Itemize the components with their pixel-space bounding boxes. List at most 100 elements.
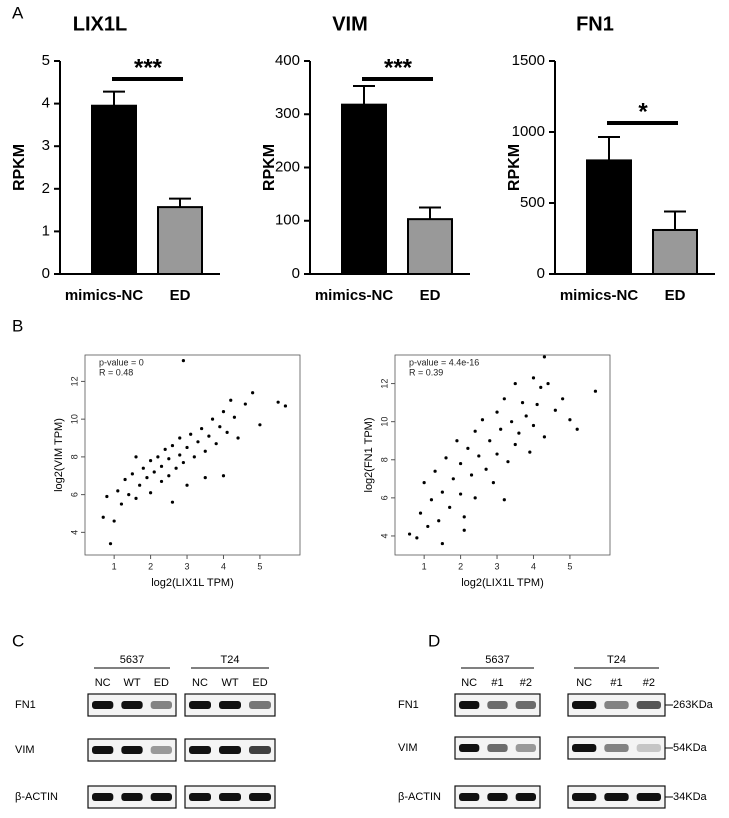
annotation: R = 0.39 (409, 367, 443, 377)
point (181, 359, 185, 363)
y-axis-label: RPKM (261, 144, 278, 191)
point (229, 398, 233, 402)
point (134, 455, 138, 459)
annotation: p-value = 0 (99, 357, 144, 367)
point (575, 427, 579, 431)
y-tick-label: 2 (42, 180, 50, 197)
point (502, 498, 506, 502)
lane-label: #1 (491, 677, 503, 689)
lane-label: #1 (610, 677, 622, 689)
y-tick-label: 0 (42, 265, 50, 282)
point (130, 472, 134, 476)
x-tick-label: mimics-NC (65, 287, 144, 304)
band (92, 746, 114, 754)
y-tick-label: 5 (42, 52, 50, 69)
y-tick-label: 12 (379, 379, 389, 389)
y-tick-label: 300 (275, 105, 300, 122)
band (219, 793, 241, 801)
y-tick-label: 0 (537, 265, 545, 282)
point (488, 439, 492, 443)
y-tick-label: 0 (292, 265, 300, 282)
point (546, 381, 550, 386)
plot-frame (394, 354, 611, 556)
row-label: β-ACTIN (398, 791, 441, 803)
significance: * (638, 98, 648, 125)
band (249, 701, 271, 709)
band (92, 701, 114, 709)
point (418, 511, 423, 515)
band (604, 793, 629, 801)
point (170, 443, 175, 448)
point (138, 483, 142, 487)
x-tick-label: 5 (567, 561, 572, 571)
x-tick-label: mimics-NC (315, 287, 394, 304)
point (499, 427, 503, 431)
band (459, 793, 480, 801)
point (167, 474, 171, 478)
y-axis-label: RPKM (11, 144, 28, 191)
point (243, 402, 247, 406)
point (119, 502, 124, 506)
point (218, 425, 222, 429)
point (561, 397, 565, 401)
annotation: p-value = 4.4e-16 (409, 357, 479, 367)
band (487, 793, 508, 801)
y-tick-label: 8 (379, 457, 389, 462)
point (469, 473, 474, 477)
row-label: β-ACTIN (15, 791, 58, 803)
point (189, 432, 193, 436)
point (502, 397, 506, 401)
y-tick-label: 10 (69, 414, 79, 424)
point (152, 470, 156, 474)
panel-label: A (12, 3, 24, 22)
point (200, 426, 204, 431)
bar (407, 218, 453, 275)
row-label: VIM (15, 744, 35, 756)
panel-label: B (12, 316, 23, 335)
point (185, 483, 189, 487)
y-tick-label: 1 (42, 222, 50, 239)
band (572, 793, 597, 801)
point (276, 400, 280, 404)
group-label: T24 (221, 654, 240, 666)
point (116, 489, 120, 493)
y-tick-label: 12 (69, 376, 79, 386)
lane-label: NC (95, 677, 111, 689)
y-tick-label: 500 (520, 194, 545, 211)
point (123, 477, 127, 482)
band (121, 793, 143, 801)
point (466, 446, 470, 450)
point (484, 467, 488, 471)
band (189, 701, 211, 709)
point (422, 481, 426, 485)
point (462, 528, 466, 532)
chart-title: FN1 (576, 13, 614, 35)
point (513, 381, 517, 386)
point (440, 490, 444, 494)
band (636, 793, 661, 801)
x-axis-label: log2(LIX1L TPM) (151, 577, 234, 589)
y-tick-label: 1500 (512, 52, 545, 69)
annotation: R = 0.48 (99, 367, 133, 377)
point (134, 496, 138, 500)
point (473, 496, 477, 500)
y-tick-label: 6 (69, 492, 79, 497)
point (167, 457, 171, 461)
size-label: 54KDa (673, 742, 708, 754)
chart-title: VIM (332, 13, 368, 35)
point (258, 423, 262, 427)
group-label: T24 (607, 654, 626, 666)
point (448, 505, 452, 509)
band (604, 744, 629, 752)
y-tick-label: 200 (275, 158, 300, 175)
point (480, 418, 485, 422)
point (192, 455, 196, 459)
x-tick-label: ED (420, 287, 441, 304)
y-tick-label: 4 (69, 530, 79, 535)
point (108, 542, 113, 546)
point (433, 469, 437, 473)
x-tick-label: 5 (257, 561, 262, 571)
point (170, 500, 175, 504)
y-axis-label: log2(FN1 TPM) (363, 418, 375, 493)
